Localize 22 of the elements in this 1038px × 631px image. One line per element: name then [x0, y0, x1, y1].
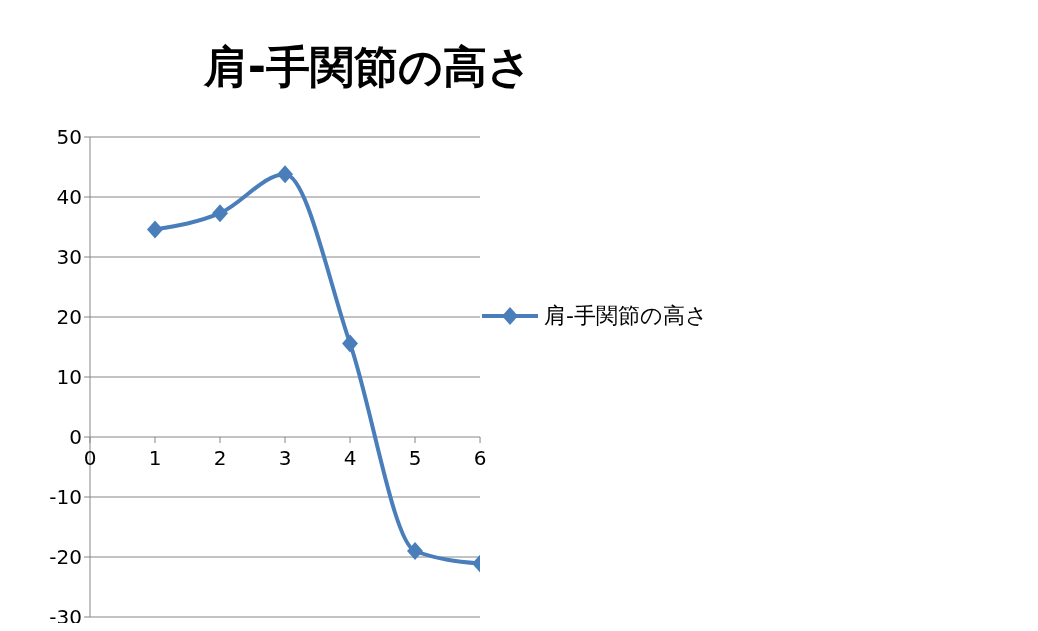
x-tick-label: 1: [148, 446, 162, 470]
point: [212, 204, 229, 223]
y-tick-label: 50: [56, 125, 82, 150]
point: [277, 165, 294, 184]
point: [147, 220, 164, 239]
chart-title: 肩-手関節の高さ: [202, 40, 534, 94]
y-tick-label: -20: [49, 545, 82, 570]
x-tick-label: 2: [213, 446, 227, 470]
point: [342, 334, 359, 353]
y-tick-label: 10: [56, 365, 82, 390]
y-tick-label: 0: [69, 425, 82, 450]
y-tick-label: -10: [49, 485, 82, 510]
legend-label: 肩-手関節の高さ: [544, 301, 708, 330]
y-tick-label: 20: [56, 305, 82, 330]
x-tick-label: 5: [408, 446, 422, 470]
y-tick-label: 30: [56, 245, 82, 270]
point: [407, 542, 424, 560]
y-tick-label: 40: [56, 185, 82, 210]
x-tick-label: 3: [278, 446, 292, 470]
x-tick-label: 6: [473, 446, 487, 470]
x-tick-label: 0: [83, 446, 97, 470]
x-tick-label: 4: [343, 446, 357, 470]
